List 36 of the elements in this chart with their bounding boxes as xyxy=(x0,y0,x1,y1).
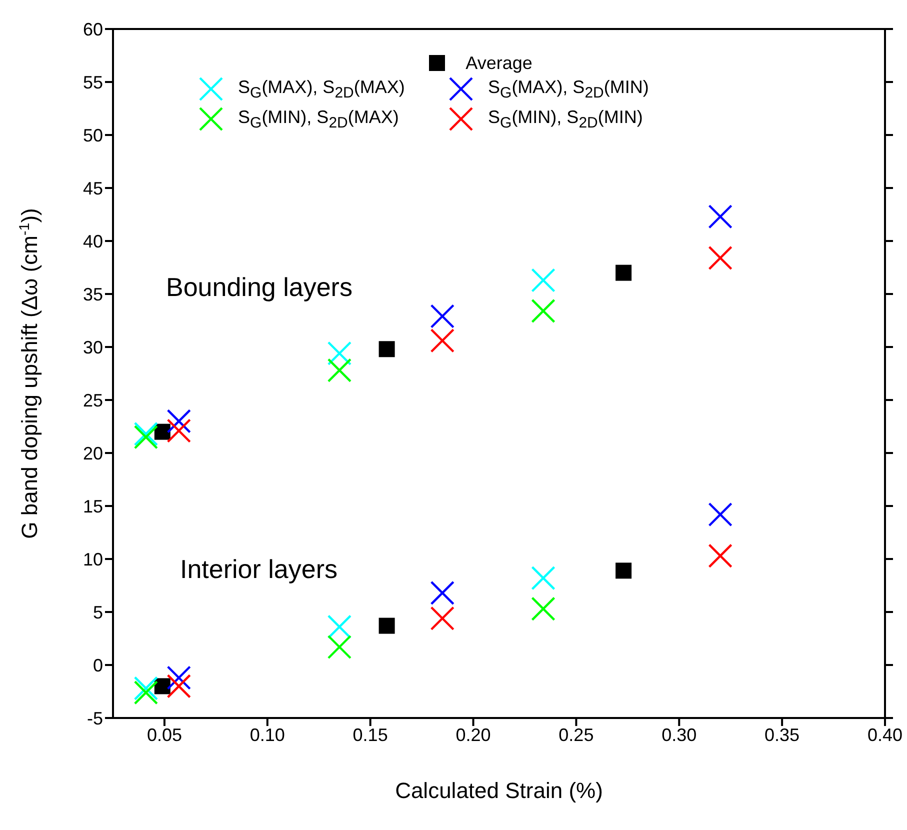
legend-label: Average xyxy=(466,52,532,74)
y-tick-label: 20 xyxy=(82,443,103,464)
y-tick-label: 15 xyxy=(82,496,103,516)
legend-label: S$_{G}$(MAX), S$_{2D}$(MIN) xyxy=(488,76,649,102)
y-tick-label: 55 xyxy=(82,72,103,92)
x-tick-label: 0.40 xyxy=(867,724,903,745)
y-tick-label: 10 xyxy=(82,549,103,570)
x-tick-label: 0.30 xyxy=(662,724,697,745)
legend-label: S$_{G}$(MIN), S$_{2D}$(MIN) xyxy=(488,106,643,132)
y-tick-label: 45 xyxy=(82,178,103,198)
x-tick-label: 0.10 xyxy=(250,724,285,745)
x-tick-label: 0.20 xyxy=(456,724,491,745)
x-tick-label: 0.15 xyxy=(352,724,388,745)
annotation: Interior layers xyxy=(180,554,338,585)
y-tick-label: 60 xyxy=(82,19,103,40)
annotation: Bounding layers xyxy=(166,272,352,303)
x-axis-title: Calculated Strain (%) xyxy=(395,778,603,803)
y-tick-label: 0 xyxy=(92,655,103,676)
point xyxy=(154,424,170,440)
y-tick-label: 35 xyxy=(82,284,103,304)
y-tick-label: 40 xyxy=(82,231,103,252)
legend-label: S$_{G}$(MIN), S$_{2D}$(MAX) xyxy=(238,106,399,132)
point xyxy=(616,264,632,281)
point xyxy=(378,618,395,634)
x-tick-label: 0.05 xyxy=(146,724,182,745)
x-tick-label: 0.35 xyxy=(764,724,800,745)
x-tick-label: 0.25 xyxy=(558,724,594,745)
y-tick-label: 5 xyxy=(92,602,103,622)
y-tick-label: 25 xyxy=(82,390,103,410)
point xyxy=(378,341,395,358)
y-tick-label: 30 xyxy=(82,337,103,358)
point xyxy=(154,678,170,694)
y-tick-label: -5 xyxy=(86,708,103,728)
point xyxy=(616,562,632,579)
legend-label: S$_{G}$(MAX), S$_{2D}$(MAX) xyxy=(238,76,405,102)
y-tick-label: 50 xyxy=(82,125,103,146)
